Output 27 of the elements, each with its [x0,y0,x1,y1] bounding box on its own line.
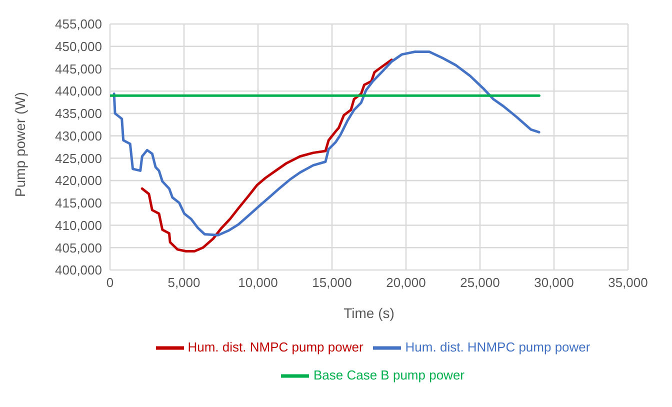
y-tick-label: 435,000 [55,106,102,122]
y-tick-label: 410,000 [55,218,102,233]
line-series [140,58,393,252]
y-tick-label: 415,000 [55,196,102,211]
x-tick-label: 30,000 [534,275,574,290]
legend-label: Base Case B pump power [313,367,465,382]
y-tick-label: 445,000 [55,61,102,76]
y-tick-label: 440,000 [55,84,102,99]
x-tick-label: 15,000 [312,275,352,290]
y-tick-label: 400,000 [55,262,102,278]
x-axis-title: Time (s) [344,305,394,321]
y-tick-label: 420,000 [55,173,102,188]
line-series [112,50,540,236]
x-tick-label: 20,000 [386,275,426,290]
y-tick-label: 430,000 [55,128,102,144]
x-tick-label: 10,000 [238,275,278,290]
x-tick-label: 25,000 [460,275,500,290]
y-axis-title: Pump power (W) [12,92,28,197]
y-tick-label: 450,000 [55,38,102,54]
legend-label: Hum. dist. HNMPC pump power [405,339,590,354]
x-tick-label: 0 [106,275,114,290]
x-tick-label: 5,000 [168,275,200,290]
y-tick-label: 405,000 [55,240,102,256]
y-tick-label: 425,000 [55,150,102,166]
x-tick-label: 35,000 [608,275,648,290]
legend-label: Hum. dist. NMPC pump power [188,339,364,354]
y-tick-label: 455,000 [55,16,102,32]
